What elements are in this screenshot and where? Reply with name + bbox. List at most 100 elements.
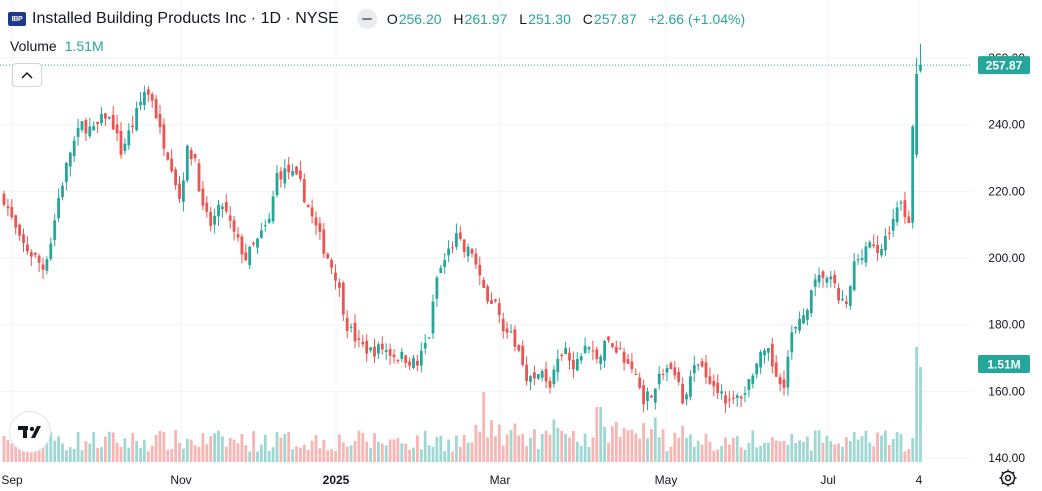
candle [228,206,232,229]
volume-bar [708,442,712,462]
volume-bar [751,430,755,462]
candle [299,160,302,182]
volume-bar [256,451,259,462]
candle [291,163,294,177]
volume-bar [841,446,844,462]
candle [18,223,21,241]
candle [127,123,131,150]
candle [794,326,798,334]
candle [427,337,431,340]
volume-bar [88,443,92,462]
volume-bar [174,430,177,462]
price-tick-label: 200.00 [988,251,1025,265]
candle [501,312,505,339]
volume-bar [193,445,197,462]
volume-bar [248,451,252,462]
grid-lines [0,0,970,462]
volume-bar [314,435,318,462]
volume-bar [630,429,634,462]
volume-bar [716,449,720,462]
volume-bar [474,424,478,462]
candle [104,112,107,127]
candle [447,240,450,263]
tradingview-logo[interactable] [10,412,50,452]
volume-bar [45,442,49,462]
volume-bar [868,442,872,462]
candle [345,310,349,339]
volume-bar [217,430,220,462]
volume-bar [915,347,918,462]
volume-bar [2,435,6,462]
volume-bar [228,438,232,462]
price-axis[interactable]: 260.00240.00220.00200.00180.00160.00140.… [988,51,1025,465]
volume-bar [115,442,119,462]
high-value: 261.97 [464,11,508,27]
visibility-toggle-icon[interactable] [356,9,377,29]
volume-bar [92,431,96,462]
candle [490,292,493,305]
candle [88,117,92,139]
candle [630,353,634,374]
settings-gear-icon[interactable] [998,468,1018,488]
volume-bar [100,447,103,462]
volume-bar [552,419,556,462]
volume-bar [837,443,840,462]
volume-bar [41,440,45,462]
candle [107,116,111,120]
volume-bar [310,440,314,462]
candle [626,353,630,364]
collapse-legend-button[interactable] [12,63,42,87]
volume-bar [579,445,583,462]
candle [314,211,318,235]
candle [587,346,591,354]
company-logo[interactable]: IBP [8,12,26,26]
candle [41,257,45,280]
candle [802,308,805,325]
volume-bar [283,433,287,462]
candle [197,159,201,193]
time-axis[interactable]: Sep Nov 2025 Mar May Jul 4 [1,473,922,487]
volume-bar [778,441,782,462]
candle [240,234,244,264]
candle [474,248,478,269]
candle [720,383,723,400]
volume-bar [287,432,291,462]
candle [478,256,482,286]
volume-bar [728,444,731,462]
candle [271,190,275,224]
volume-bar [802,441,805,462]
volume-bar [412,447,415,462]
candle [759,349,762,374]
volume-bar [111,432,115,462]
candle [895,201,899,226]
volume-bar [497,424,501,462]
candle [763,348,766,364]
volume-value: 1.51M [64,38,104,54]
candle [681,377,684,405]
candle [170,149,174,174]
volume-bar [782,440,786,462]
volume-bar [903,451,907,462]
candle [306,204,310,208]
volume-label: Volume [10,38,57,54]
volume-bar [252,431,255,462]
volume-bar [560,430,564,462]
candle [880,244,883,258]
candle [915,58,918,158]
volume-bar [306,449,310,462]
volume-bar [774,440,778,462]
volume-bar [72,448,76,462]
volume-bar [790,434,794,462]
candle [505,321,509,339]
candle [556,349,560,382]
candle [525,356,528,386]
volume-bar [178,442,181,462]
volume-bar [681,425,684,462]
volume-bar [696,440,700,462]
candle [767,347,770,361]
volume-bar [299,447,302,462]
volume-bar [330,449,333,462]
symbol-title[interactable]: Installed Building Products Inc · 1D · N… [32,10,339,27]
volume-legend: Volume 1.51M [10,38,104,54]
